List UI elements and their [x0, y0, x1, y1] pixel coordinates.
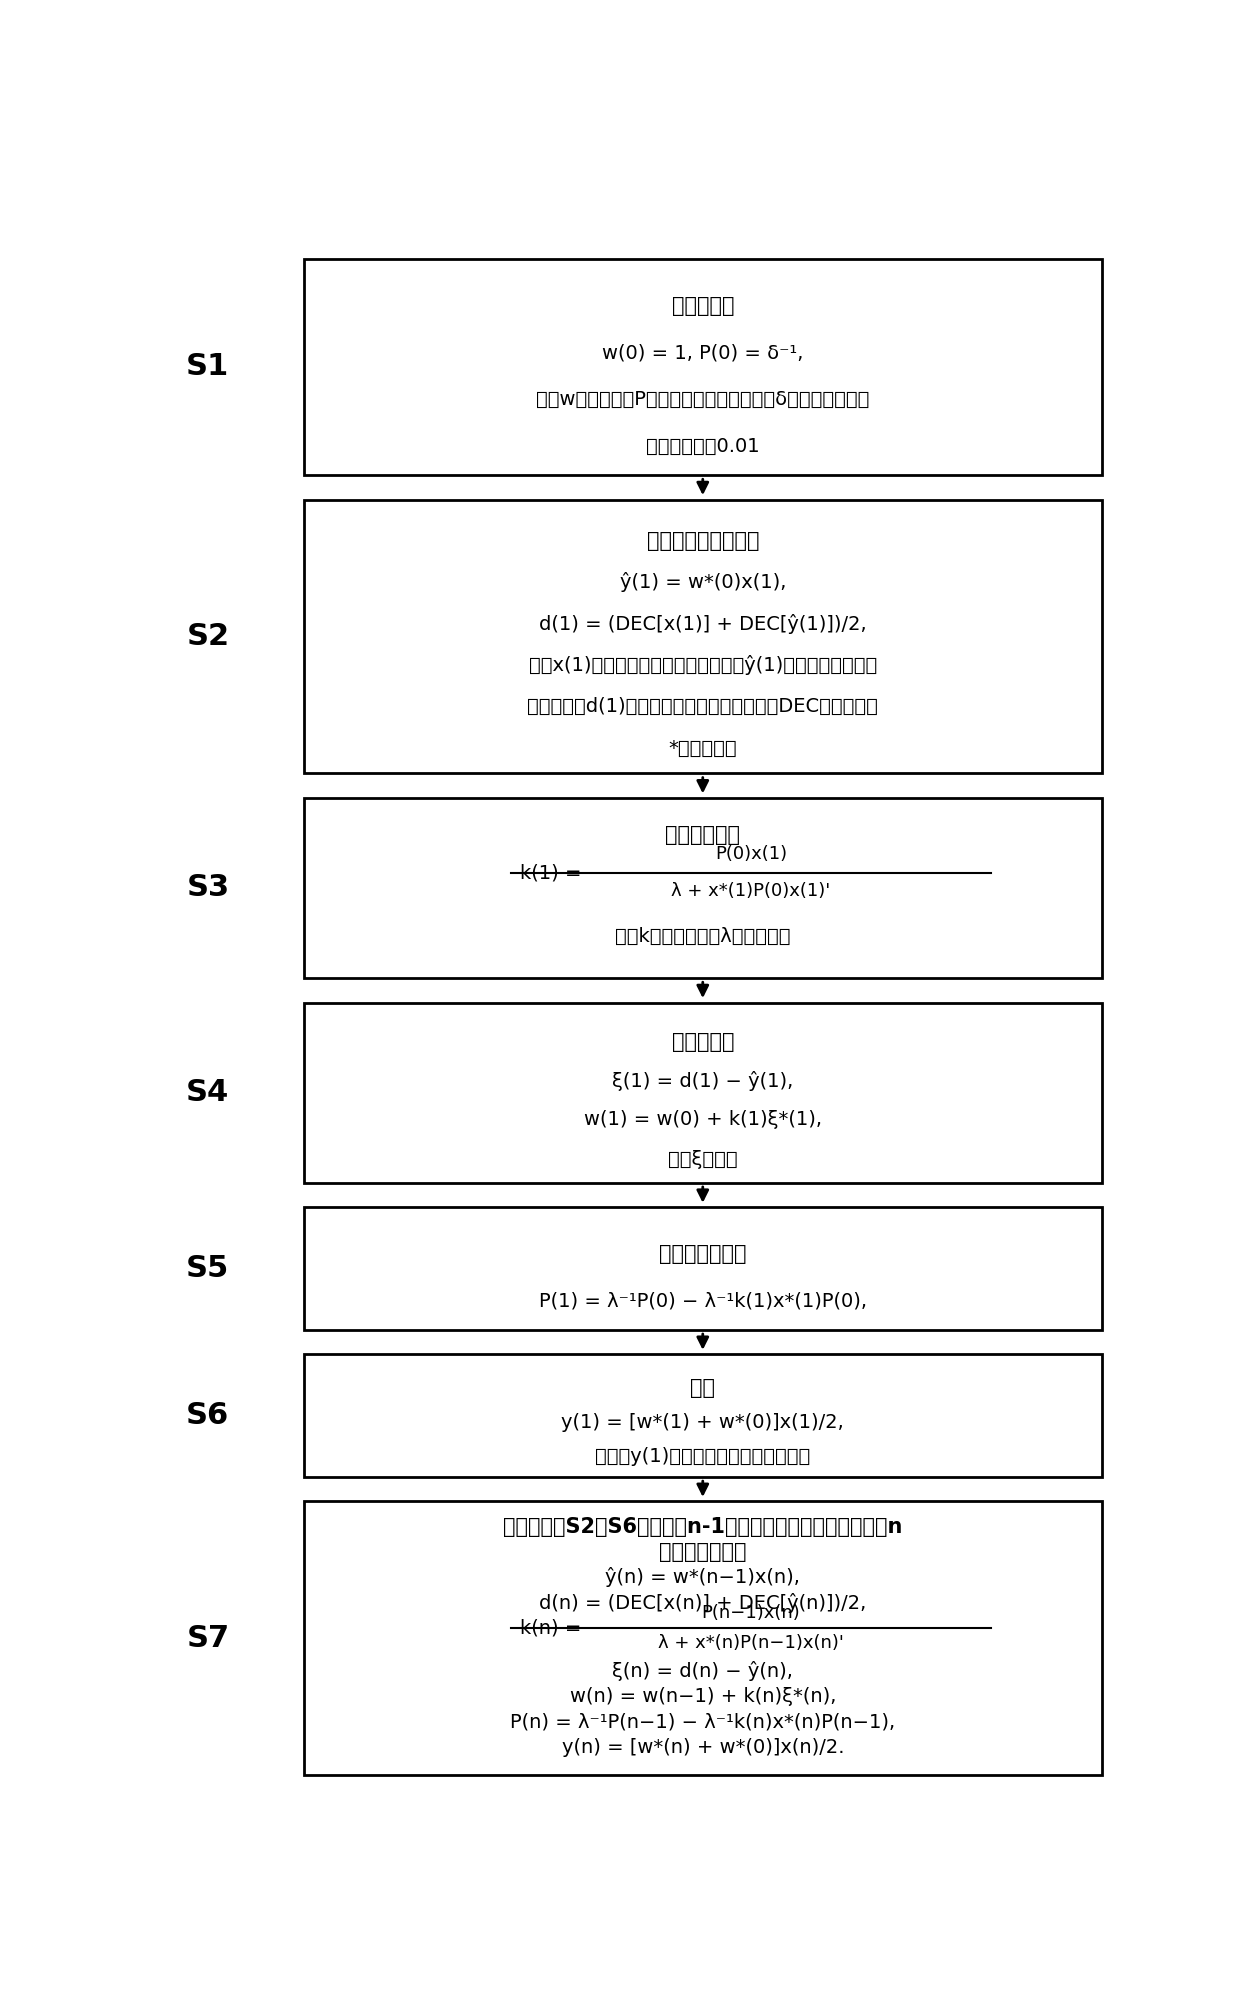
Text: 权系数更新: 权系数更新	[672, 1032, 734, 1052]
Text: ξ(n) = d(n) − ŷ(n),: ξ(n) = d(n) − ŷ(n),	[613, 1660, 794, 1681]
Text: P(0)x(1): P(0)x(1)	[714, 845, 787, 863]
Text: w(n) = w(n−1) + k(n)ξ*(n),: w(n) = w(n−1) + k(n)ξ*(n),	[569, 1687, 836, 1707]
Text: w(1) = w(0) + k(1)ξ*(1),: w(1) = w(0) + k(1)ξ*(1),	[584, 1110, 822, 1130]
Text: P(n) = λ⁻¹P(n−1) − λ⁻¹k(n)x*(n)P(n−1),: P(n) = λ⁻¹P(n−1) − λ⁻¹k(n)x*(n)P(n−1),	[510, 1713, 895, 1731]
Bar	[304, 1502, 1101, 1775]
Text: 数，常用取倃0.01: 数，常用取倃0.01	[646, 437, 760, 457]
Text: w(0) = 1, P(0) = δ⁻¹,: w(0) = 1, P(0) = δ⁻¹,	[603, 343, 804, 363]
Text: y(1) = [w*(1) + w*(0)]x(1)/2,: y(1) = [w*(1) + w*(0)]x(1)/2,	[562, 1412, 844, 1432]
Text: λ + x*(n)P(n−1)x(n)': λ + x*(n)P(n−1)x(n)'	[658, 1634, 843, 1652]
Text: λ + x*(1)P(0)x(1)': λ + x*(1)P(0)x(1)'	[671, 881, 831, 899]
Text: 其中ξ为误差: 其中ξ为误差	[668, 1150, 738, 1168]
Text: ŷ(n) = w*(n−1)x(n),: ŷ(n) = w*(n−1)x(n),	[605, 1568, 800, 1586]
Text: k(1) =: k(1) =	[520, 863, 588, 883]
Text: 其中x(1)为第一个采样点的输入信号，ŷ(1)为第一个采样点输: 其中x(1)为第一个采样点的输入信号，ŷ(1)为第一个采样点输	[528, 655, 877, 675]
Text: d(1) = (DEC[x(1)] + DEC[ŷ(1)])/2,: d(1) = (DEC[x(1)] + DEC[ŷ(1)])/2,	[539, 613, 867, 633]
Bar	[304, 499, 1101, 773]
Bar	[304, 258, 1101, 475]
Text: ŷ(1) = w*(0)x(1),: ŷ(1) = w*(0)x(1),	[620, 573, 786, 593]
Text: y(n) = [w*(n) + w*(0)]x(n)/2.: y(n) = [w*(n) + w*(0)]x(n)/2.	[562, 1737, 844, 1757]
Text: 自相关矩阵更新: 自相关矩阵更新	[658, 1244, 746, 1264]
Bar	[304, 1354, 1101, 1476]
Text: P(1) = λ⁻¹P(0) − λ⁻¹k(1)x*(1)P(0),: P(1) = λ⁻¹P(0) − λ⁻¹k(1)x*(1)P(0),	[538, 1292, 867, 1310]
Text: S6: S6	[186, 1400, 229, 1430]
Bar	[304, 797, 1101, 977]
Text: 输出: 输出	[691, 1378, 715, 1398]
Text: 其中，y(1)为第一个采样点的输出信号: 其中，y(1)为第一个采样点的输出信号	[595, 1446, 811, 1466]
Text: S1: S1	[186, 353, 229, 381]
Bar	[304, 1208, 1101, 1330]
Text: S7: S7	[186, 1624, 229, 1652]
Text: 增益因子计算: 增益因子计算	[666, 825, 740, 845]
Text: S4: S4	[186, 1078, 229, 1108]
Text: S5: S5	[186, 1254, 229, 1282]
Text: 个采样点的输出: 个采样点的输出	[658, 1542, 746, 1562]
Text: k(n) =: k(n) =	[520, 1618, 588, 1638]
Text: 重复上面的S2到S6，利用第n-1次迭代得到的结果递推得到第n: 重复上面的S2到S6，利用第n-1次迭代得到的结果递推得到第n	[503, 1516, 903, 1536]
Text: S3: S3	[186, 873, 229, 901]
Text: 参数初始化: 参数初始化	[672, 296, 734, 316]
Text: 出估计値，d(1)为第一个采样点的参考信号，DEC表示硬判决: 出估计値，d(1)为第一个采样点的参考信号，DEC表示硬判决	[527, 697, 878, 717]
Text: 其中w为权系数，P为信号自相关矩阵的逆，δ为一个小的正实: 其中w为权系数，P为信号自相关矩阵的逆，δ为一个小的正实	[536, 391, 869, 409]
Text: 其中k为增益因子，λ为遗忘因子: 其中k为增益因子，λ为遗忘因子	[615, 927, 791, 945]
Text: d(n) = (DEC[x(n)] + DEC[ŷ(n)])/2,: d(n) = (DEC[x(n)] + DEC[ŷ(n)])/2,	[539, 1592, 867, 1612]
Text: P(n−1)x(n): P(n−1)x(n)	[702, 1604, 800, 1622]
Text: ξ(1) = d(1) − ŷ(1),: ξ(1) = d(1) − ŷ(1),	[613, 1072, 794, 1092]
Text: S2: S2	[186, 621, 229, 651]
Text: *表示复共轭: *表示复共轭	[668, 739, 737, 757]
Text: 判决，生成参考信号: 判决，生成参考信号	[646, 531, 759, 551]
Bar	[304, 1004, 1101, 1182]
